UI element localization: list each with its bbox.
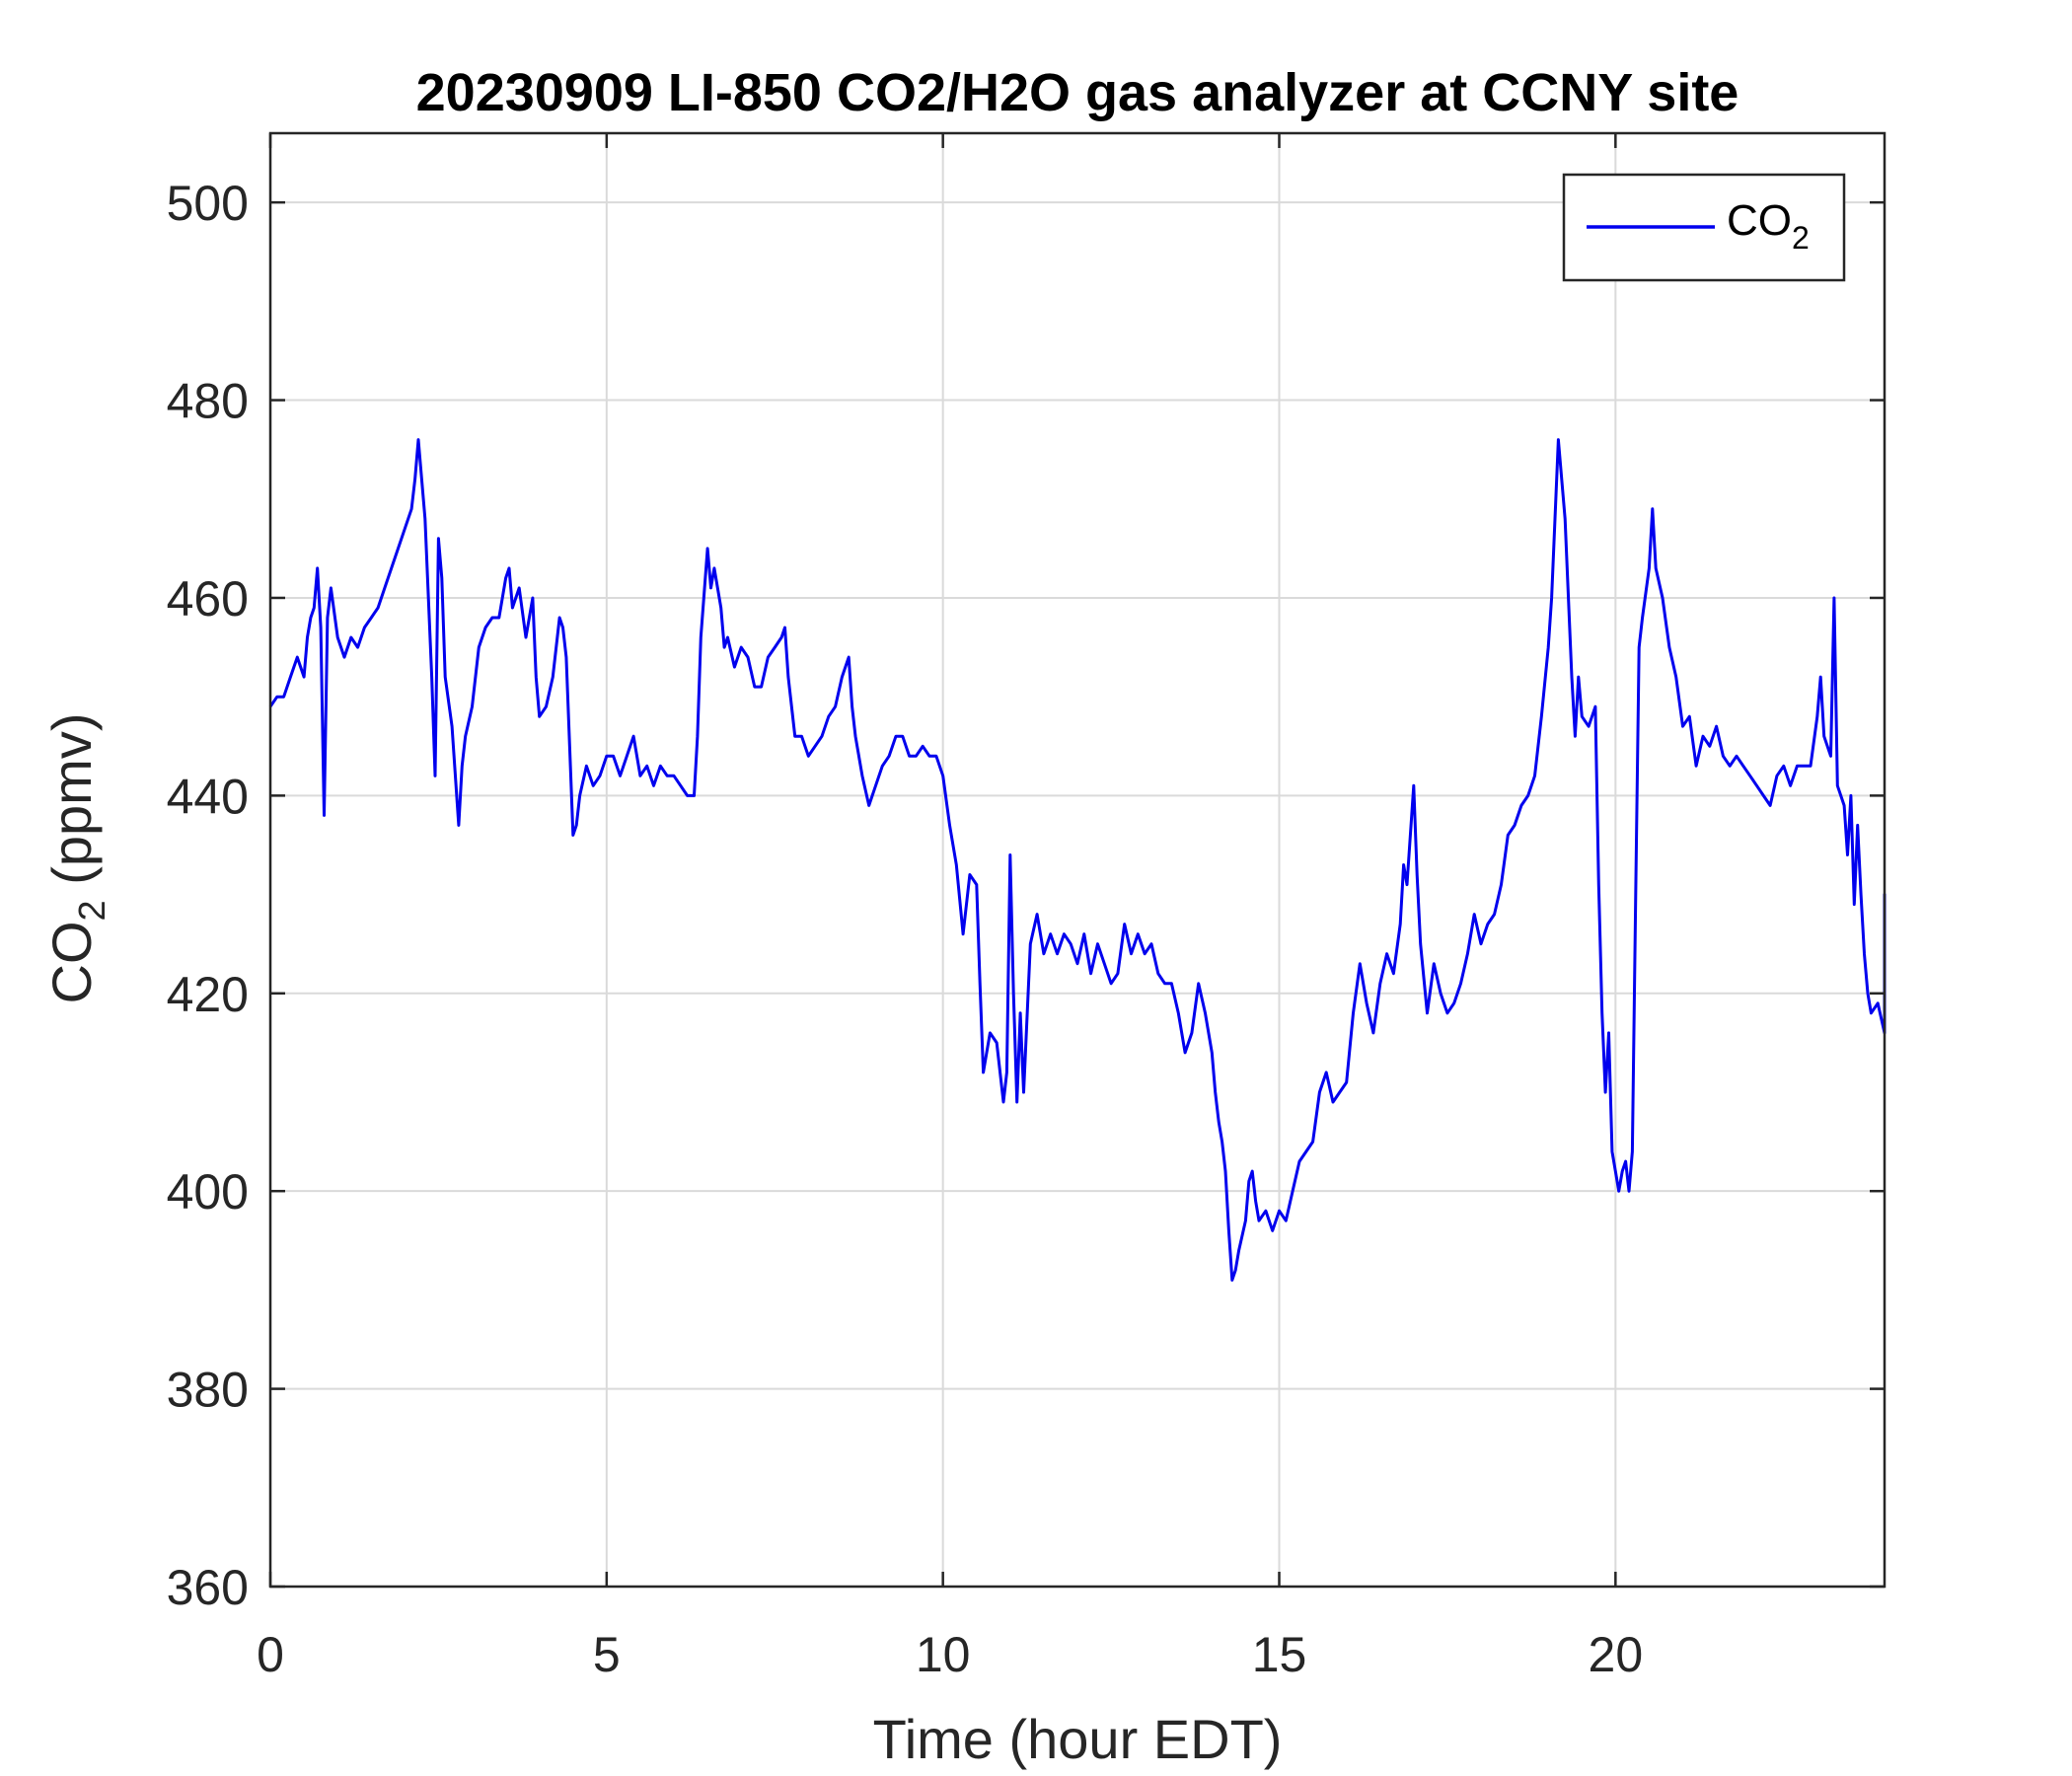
x-tick-label: 20: [1589, 1627, 1644, 1682]
y-tick-label: 360: [167, 1560, 249, 1615]
y-tick-label: 500: [167, 176, 249, 231]
gridlines: [269, 133, 1885, 1587]
y-axis-label: CO2 (ppmv): [40, 713, 113, 1004]
x-tick-label: 15: [1252, 1627, 1307, 1682]
y-axis-label-rest: (ppmv): [40, 713, 103, 901]
y-axis-label-base: CO: [40, 921, 103, 1003]
co2-series-line: [268, 438, 1887, 1282]
y-tick-label: 400: [167, 1164, 249, 1220]
x-tick-label: 5: [593, 1627, 621, 1682]
legend-label-base: CO: [1727, 196, 1792, 245]
y-axis-label-sub: 2: [72, 900, 113, 921]
axis-ticks: 0 5 10 15 20 360 380 400 420 440 460 480 500: [167, 133, 1885, 1682]
plot-frame: [268, 131, 1887, 1589]
y-tick-label: 480: [167, 374, 249, 429]
legend-label: CO2: [1727, 196, 1810, 256]
x-tick-label: 0: [257, 1627, 284, 1682]
legend-label-sub: 2: [1792, 220, 1810, 256]
chart-title: 20230909 LI-850 CO2/H2O gas analyzer at …: [416, 63, 1739, 122]
legend[interactable]: CO2: [1562, 173, 1846, 282]
y-tick-label: 460: [167, 571, 249, 627]
x-tick-label: 10: [916, 1627, 971, 1682]
x-axis-label: Time (hour EDT): [873, 1708, 1283, 1770]
y-tick-label: 380: [167, 1363, 249, 1418]
y-tick-label: 440: [167, 769, 249, 824]
y-tick-label: 420: [167, 967, 249, 1022]
